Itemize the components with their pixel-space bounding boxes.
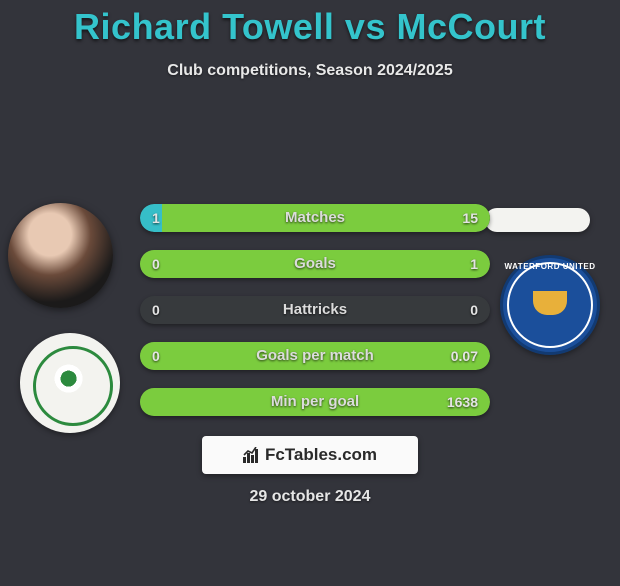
- stat-row: Goals per match0 0.07: [140, 342, 490, 370]
- stat-value-right: 1: [470, 250, 478, 278]
- chart-icon: [243, 447, 261, 463]
- stat-row: Min per goal1638: [140, 388, 490, 416]
- stat-value-right: 0: [470, 296, 478, 324]
- player-right-avatar: [485, 208, 590, 232]
- page-subtitle: Club competitions, Season 2024/2025: [0, 62, 620, 80]
- stat-value-left: 0: [152, 296, 160, 324]
- stat-value-right: 15: [462, 204, 478, 232]
- stat-value-right: 0.07: [451, 342, 478, 370]
- brand-text: FcTables.com: [265, 445, 377, 464]
- stat-row: Matches1 15: [140, 204, 490, 232]
- stat-value-left: 0: [152, 342, 160, 370]
- stat-label: Hattricks: [140, 296, 490, 324]
- stat-label: Min per goal: [140, 388, 490, 416]
- player-left-avatar: [8, 203, 113, 308]
- club-right-name: WATERFORD UNITED: [503, 262, 597, 271]
- stat-bars: Matches115Goals01Hattricks00Goals per ma…: [140, 204, 490, 434]
- brand-badge: FcTables.com: [202, 436, 418, 474]
- stat-label: Goals: [140, 250, 490, 278]
- stat-label: Goals per match: [140, 342, 490, 370]
- stat-value-left: 0: [152, 250, 160, 278]
- stat-row: Hattricks0 0: [140, 296, 490, 324]
- stat-value-right: 1638: [447, 388, 478, 416]
- date-text: 29 october 2024: [0, 488, 620, 506]
- stat-label: Matches: [140, 204, 490, 232]
- club-right-badge: WATERFORD UNITED: [500, 255, 600, 355]
- stat-value-left: 1: [152, 204, 160, 232]
- page-title: Richard Towell vs McCourt: [0, 6, 620, 48]
- stat-row: Goals0 1: [140, 250, 490, 278]
- club-left-badge: [20, 333, 120, 433]
